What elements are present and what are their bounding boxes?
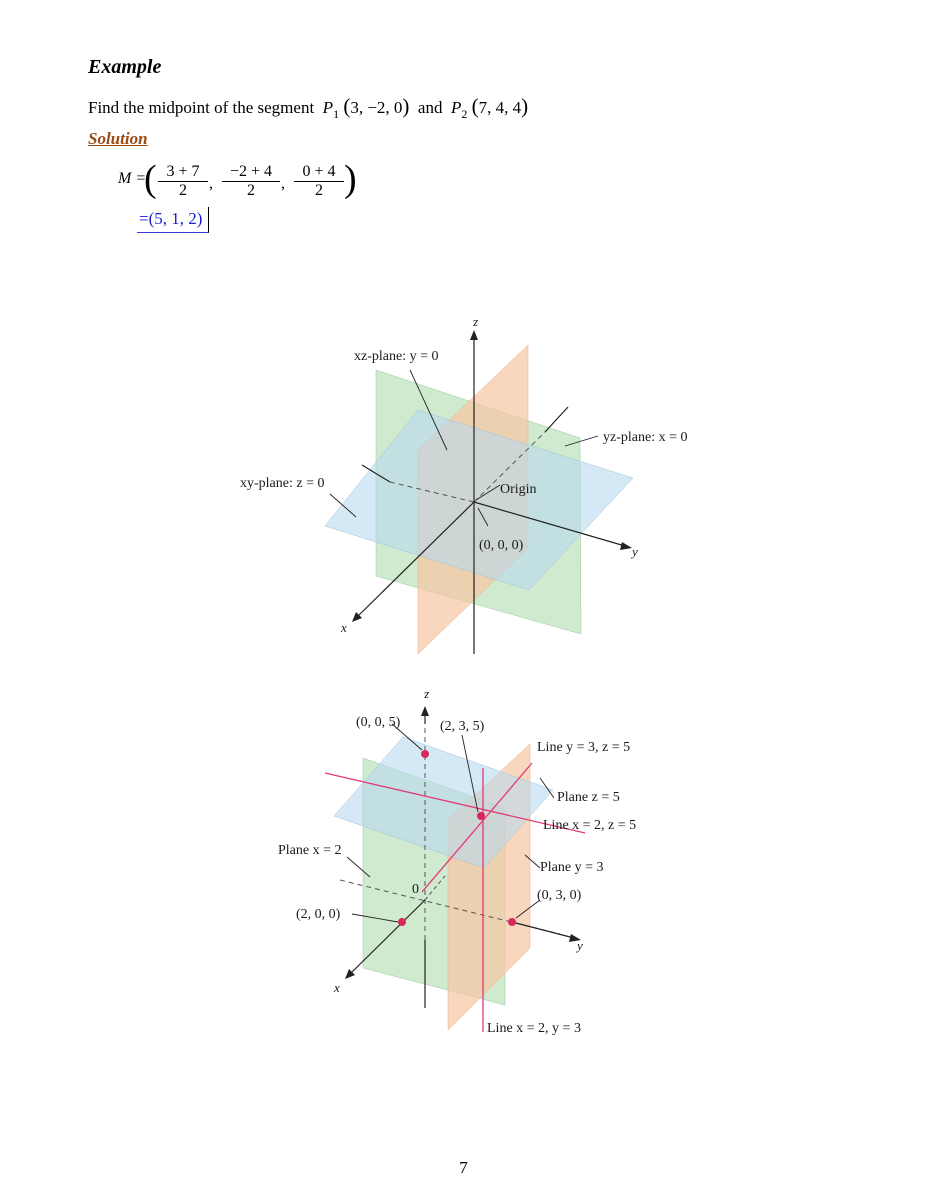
fraction-z: 0 + 4 2 — [294, 163, 344, 200]
p1-subscript: 1 — [333, 107, 340, 121]
point-2-0-0 — [398, 918, 406, 926]
label-0-0-5: (0, 0, 5) — [356, 715, 401, 730]
x-axis-arrow — [352, 612, 362, 622]
xy-leader — [329, 493, 357, 518]
label-plane-x2: Plane x = 2 — [278, 843, 342, 858]
xy-plane — [324, 409, 634, 591]
label-plane-z5: Plane z = 5 — [557, 790, 620, 805]
midpoint-lhs: M = — [118, 170, 147, 187]
xz-leader — [409, 369, 448, 451]
origin-leader — [475, 484, 501, 501]
p1-name: P — [322, 98, 334, 117]
xy-plane-label: xy-plane: z = 0 — [240, 476, 324, 491]
planes-and-lines-figure: z y x (0, 0, 5) (2, 3, 5) Line y = 3, z … — [278, 689, 636, 1036]
x-axis-arrow — [345, 969, 355, 979]
y-axis-label: y — [630, 544, 638, 559]
line-x2-z5 — [324, 772, 586, 834]
label-zero: 0 — [412, 882, 419, 897]
y-axis-hidden — [339, 879, 561, 935]
leader-plane-x2 — [346, 856, 371, 878]
label-plane-y3: Plane y = 3 — [540, 860, 604, 875]
line-y3-z5 — [421, 762, 533, 893]
x-axis-back — [361, 464, 391, 483]
y-axis — [511, 921, 575, 939]
x-axis — [349, 899, 426, 975]
x-axis — [357, 501, 475, 617]
origin-label: Origin — [500, 482, 537, 497]
y-axis-hidden — [473, 431, 546, 503]
yz-leader — [564, 435, 599, 447]
solution-label: Solution — [88, 129, 148, 148]
y-axis-label: y — [575, 938, 583, 953]
label-2-3-5: (2, 3, 5) — [440, 719, 485, 734]
leader-plane-y3 — [524, 854, 541, 869]
x-axis-hidden — [424, 875, 446, 901]
y-axis — [473, 501, 626, 547]
x-axis-label: x — [340, 620, 347, 635]
label-line-y3-z5: Line y = 3, z = 5 — [537, 740, 630, 755]
z-axis-label: z — [424, 689, 430, 704]
x-axis-label: x — [333, 980, 340, 995]
y-axis-arrow — [620, 542, 632, 550]
p2-coords: 7, 4, 4 — [478, 98, 522, 117]
origin-coords-leader — [477, 507, 489, 527]
p2-name: P — [450, 98, 462, 117]
label-line-x2-z5: Line x = 2, z = 5 — [543, 818, 636, 833]
example-heading: Example — [88, 56, 162, 78]
label-2-0-0: (2, 0, 0) — [296, 907, 341, 922]
leader-plane-z5 — [539, 777, 555, 799]
plane-z5 — [333, 736, 554, 869]
leader-235 — [461, 734, 479, 813]
problem-statement: Find the midpoint of the segment P1 (3, … — [88, 94, 529, 121]
y-axis-back — [544, 406, 569, 433]
point-0-3-0 — [508, 918, 516, 926]
leader-030 — [515, 899, 541, 919]
leader-005 — [391, 723, 423, 751]
leader-200 — [351, 913, 399, 923]
midpoint-result: =(5, 1, 2) — [137, 207, 210, 233]
p1-coords: 3, −2, 0 — [350, 98, 403, 117]
z-axis-arrow — [470, 330, 478, 340]
fraction-y: −2 + 4 2 — [222, 163, 280, 200]
problem-connector: and — [417, 98, 443, 117]
yz-plane-label: yz-plane: x = 0 — [603, 430, 687, 445]
y-axis-arrow — [569, 934, 581, 942]
origin-coords-label: (0, 0, 0) — [479, 538, 524, 553]
z-axis-label: z — [473, 317, 479, 332]
p2-subscript: 2 — [461, 107, 468, 121]
z-axis-arrow — [421, 706, 429, 716]
label-0-3-0: (0, 3, 0) — [537, 888, 582, 903]
point-2-3-5 — [477, 812, 485, 820]
coordinate-planes-figure: z y x xz-plane: y = 0 yz-plane: x = 0 xy… — [240, 317, 687, 655]
label-line-x2-y3: Line x = 2, y = 3 — [487, 1021, 581, 1036]
fraction-x: 3 + 7 2 — [158, 163, 208, 200]
page-number: 7 — [459, 1158, 468, 1177]
point-0-0-5 — [421, 750, 429, 758]
problem-text: Find the midpoint of the segment — [88, 98, 315, 117]
xz-plane-label: xz-plane: y = 0 — [354, 349, 438, 364]
